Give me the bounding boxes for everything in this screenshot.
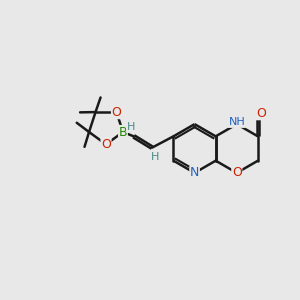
Text: O: O <box>112 106 122 118</box>
Text: O: O <box>101 138 111 151</box>
Text: N: N <box>190 167 199 179</box>
Text: NH: NH <box>228 117 245 128</box>
Text: H: H <box>127 122 135 132</box>
Text: O: O <box>232 167 242 179</box>
Text: H: H <box>151 152 159 161</box>
Text: O: O <box>256 107 266 120</box>
Text: B: B <box>119 125 127 139</box>
